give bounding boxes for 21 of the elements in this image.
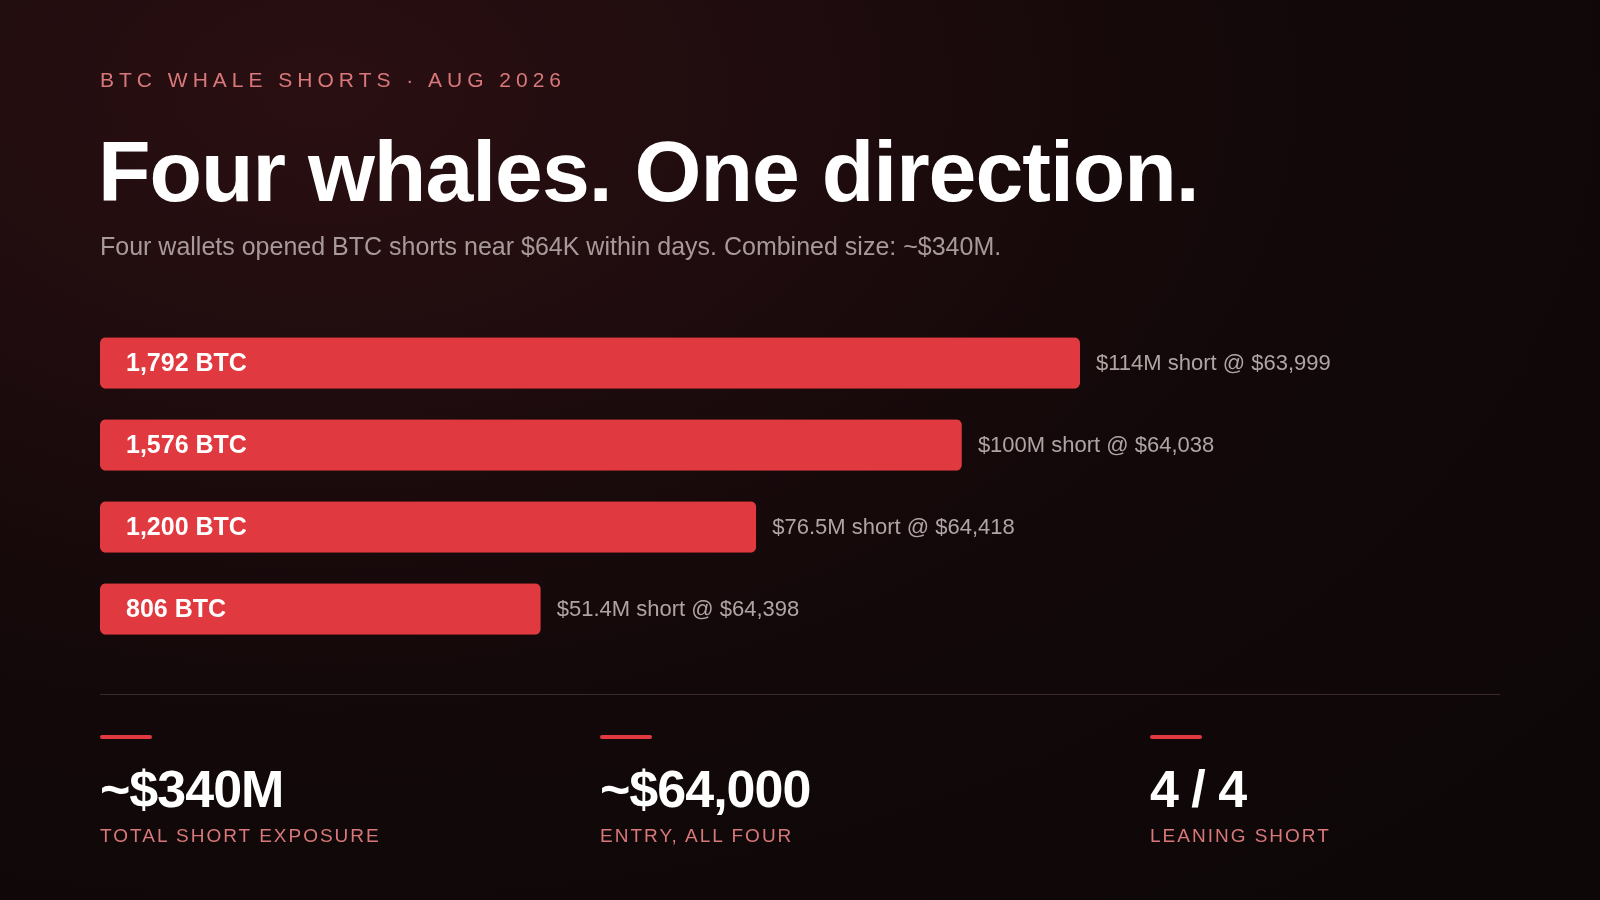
data-label: 1,792 BTC (126, 348, 247, 376)
annotation: $76.5M short @ $64,418 (772, 514, 1015, 539)
text: ENTRY, ALL FOUR (600, 825, 795, 847)
chart-subtitle: Four wallets opened BTC shorts near $64K within days. Combined size: ~$340M. (100, 232, 1002, 261)
text: BTC WHALE SHORTS · AUG 2026 (100, 68, 567, 92)
data-label: 806 BTC (126, 594, 227, 622)
text: ~$64,000 (600, 759, 811, 819)
annotation: $51.4M short @ $64,398 (556, 596, 800, 621)
bar (100, 419, 962, 471)
annotation: $100M short @ $64,038 (977, 432, 1215, 457)
bar (100, 501, 757, 553)
chart-title: Four whales. One direction. (98, 122, 1199, 221)
text: TOTAL SHORT EXPOSURE (100, 825, 381, 847)
data-label: 1,200 BTC (126, 512, 247, 540)
text: 4 / 4 (1150, 759, 1248, 819)
text: ~$340M (100, 759, 285, 819)
bar (100, 337, 1080, 389)
annotation: $114M short @ $63,999 (1096, 350, 1331, 375)
data-label: 1,576 BTC (126, 430, 247, 458)
text: LEANING SHORT (1150, 825, 1331, 847)
bar (100, 583, 541, 635)
